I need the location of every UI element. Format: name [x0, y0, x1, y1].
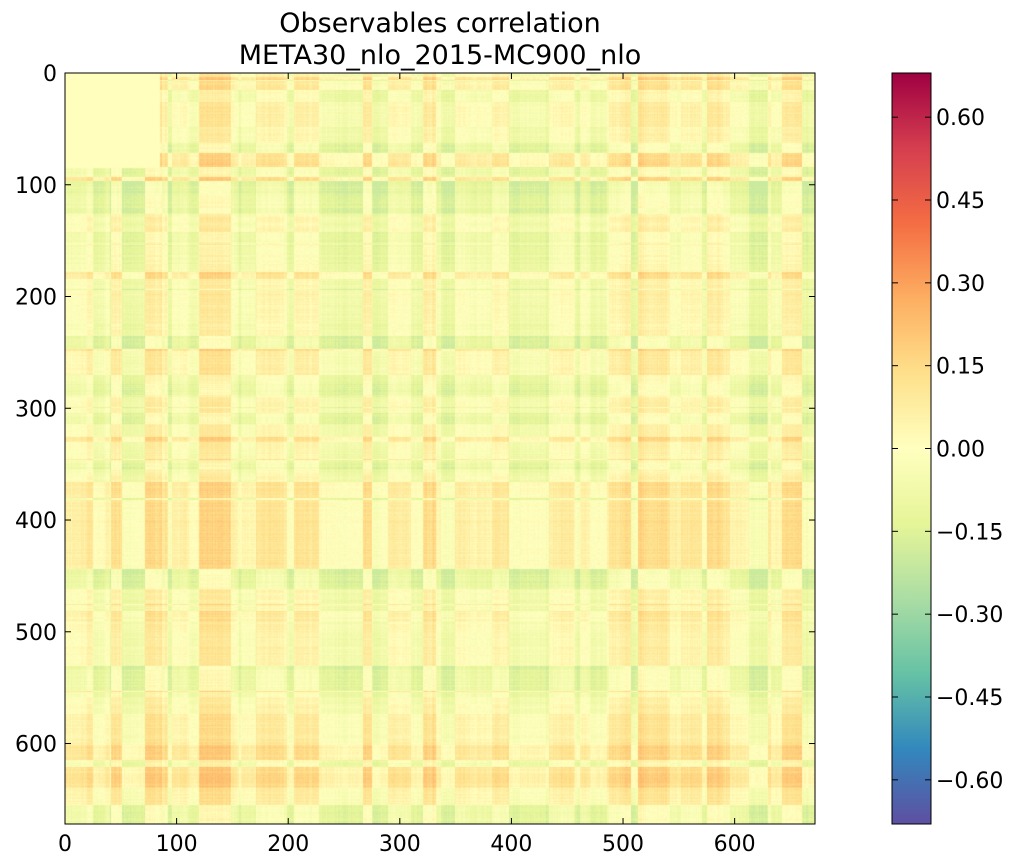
colorbar-gradient — [892, 73, 931, 824]
y-tick-label: 600 — [15, 733, 57, 758]
colorbar-tick-label: 0.45 — [936, 189, 985, 214]
y-tick-label: 100 — [15, 174, 57, 199]
chart-title: Observables correlation — [279, 8, 600, 39]
x-tick-label: 600 — [714, 832, 756, 857]
x-tick-label: 200 — [267, 832, 309, 857]
x-axis-ticks: 0 100 200 300 400 500 600 — [58, 73, 756, 857]
x-tick-label: 0 — [58, 832, 72, 857]
colorbar-ticks: 0.60 0.45 0.30 0.15 0.00 −0.15 −0.30 −0.45 −0.60 — [892, 106, 1003, 794]
colorbar-tick-label: 0.60 — [936, 106, 985, 131]
y-tick-label: 200 — [15, 286, 57, 311]
heatmap-cells — [65, 73, 815, 824]
y-tick-label: 0 — [43, 62, 57, 87]
colorbar-tick-label: −0.45 — [936, 686, 1003, 711]
x-tick-label: 300 — [379, 832, 421, 857]
chart-subtitle: META30_nlo_2015-MC900_nlo — [239, 40, 641, 71]
heatmap-image-container — [65, 73, 815, 824]
colorbar-tick-label: 0.30 — [936, 272, 985, 297]
colorbar-tick-label: 0.15 — [936, 355, 985, 380]
colorbar-tick-label: −0.30 — [936, 603, 1003, 628]
y-tick-label: 500 — [15, 621, 57, 646]
y-tick-label: 400 — [15, 509, 57, 534]
x-tick-label: 100 — [156, 832, 198, 857]
colorbar-tick-label: −0.60 — [936, 769, 1003, 794]
x-tick-label: 400 — [490, 832, 532, 857]
y-tick-label: 300 — [15, 397, 57, 422]
x-tick-label: 500 — [602, 832, 644, 857]
colorbar-tick-label: −0.15 — [936, 520, 1003, 545]
colorbar: 0.60 0.45 0.30 0.15 0.00 −0.15 −0.30 −0.45 −0.60 — [891, 72, 1003, 825]
colorbar-tick-label: 0.00 — [936, 438, 985, 463]
heatmap-plot-area: 0 100 200 300 400 500 600 0 100 200 300 400 500 600 — [15, 62, 816, 857]
heatmap-frame — [64, 72, 816, 825]
y-axis-ticks: 0 100 200 300 400 500 600 — [15, 62, 815, 758]
